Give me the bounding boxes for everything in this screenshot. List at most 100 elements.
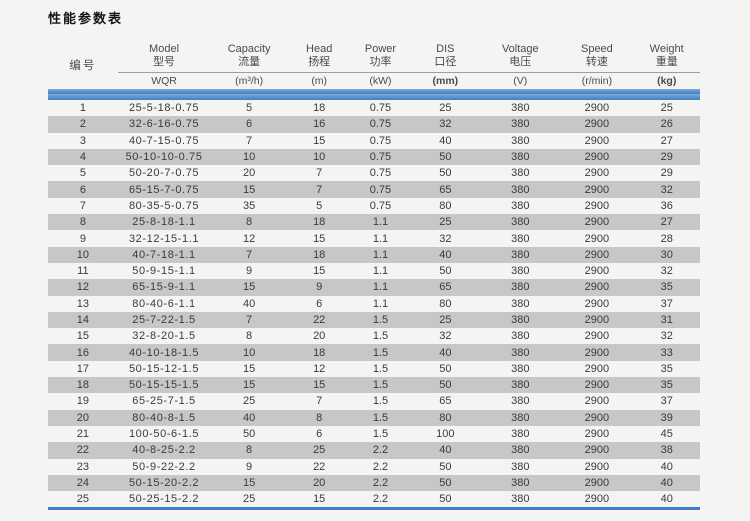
table-cell-dis: 65	[410, 181, 481, 198]
table-cell-model: 32-6-16-0.75	[117, 116, 211, 133]
table-cell-capacity: 8	[210, 214, 288, 231]
table-cell-head: 15	[313, 232, 326, 245]
table-cell-dis: 80	[439, 199, 452, 212]
table-cell-capacity: 7	[210, 246, 288, 263]
table-cell-no: 5	[79, 167, 86, 180]
table-cell-capacity: 9	[246, 265, 253, 278]
table-cell-capacity: 15	[242, 362, 256, 375]
table-row: 13 80-40-6-1.1 40 6 1.1 80 380 2900 37	[48, 296, 700, 312]
table-cell-power: 1.5	[350, 377, 411, 394]
table-row: 24 50-15-20-2.2 15 20 2.2 50 380 2900 40	[48, 474, 700, 492]
table-cell-head: 10	[287, 148, 351, 166]
table-cell-speed: 2900	[560, 214, 634, 231]
table-row: 16 40-10-18-1.5 10 18 1.5 40 380 2900 33	[48, 344, 700, 361]
table-cell-dis: 65	[439, 395, 452, 408]
table-cell-model: 100-50-6-1.5	[128, 428, 200, 441]
table-cell-voltage: 380	[480, 474, 561, 492]
table-cell-capacity: 10	[210, 344, 288, 361]
table-row: 8 25-8-18-1.1 8 18 1.1 25 380 2900 27	[48, 214, 700, 231]
table-cell-dis: 65	[410, 279, 481, 296]
table-cell-speed: 2900	[584, 493, 610, 506]
table-cell-weight: 27	[633, 214, 700, 231]
table-cell-model: 50-25-15-2.2	[128, 493, 200, 506]
table-cell-voltage: 380	[511, 428, 530, 441]
table-cell-capacity: 15	[210, 181, 288, 198]
table-cell-voltage: 380	[480, 214, 561, 231]
table-cell-power: 1.1	[350, 279, 411, 296]
table-cell-voltage: 380	[480, 442, 561, 459]
table-cell-model: 25-5-18-0.75	[128, 102, 200, 115]
table-cell-weight: 35	[633, 279, 700, 296]
table-cell-power: 0.75	[350, 181, 411, 198]
table-cell-weight: 30	[633, 246, 700, 263]
table-cell-weight: 31	[633, 311, 700, 329]
table-cell-no: 18	[48, 377, 118, 394]
table-cell-model: 40-8-25-2.2	[117, 442, 211, 459]
table-cell-weight: 27	[660, 134, 673, 147]
table-cell-no: 20	[48, 409, 118, 426]
table-cell-weight: 32	[660, 330, 673, 343]
table-cell-head: 18	[287, 246, 351, 263]
table-cell-voltage: 380	[480, 279, 561, 296]
table-cell-dis: 50	[439, 167, 452, 180]
table-cell-voltage: 380	[480, 311, 561, 329]
table-cell-power: 1.5	[350, 409, 411, 426]
table-cell-head: 6	[316, 428, 323, 441]
table-cell-dis: 40	[410, 442, 481, 459]
table-cell-power: 1.5	[372, 428, 389, 441]
col-header-capacity: Capacity 流量	[210, 40, 288, 73]
table-cell-no: 15	[76, 330, 89, 343]
col-header-no: 编号	[69, 59, 97, 72]
table-cell-model: 50-15-12-1.5	[128, 362, 200, 375]
table-cell-weight: 39	[633, 409, 700, 426]
table-cell-speed: 2900	[560, 442, 634, 459]
table-cell-head: 9	[287, 279, 351, 296]
table-cell-capacity: 10	[210, 148, 288, 166]
table-cell-no: 23	[76, 460, 89, 473]
col-header-voltage: Voltage 电压	[480, 40, 561, 73]
bottom-accent-bar	[48, 507, 700, 511]
table-row: 15 32-8-20-1.5 8 20 1.5 32 380 2900 32	[48, 328, 700, 344]
table-cell-voltage: 380	[511, 265, 530, 278]
table-row: 2 32-6-16-0.75 6 16 0.75 32 380 2900 26	[48, 116, 700, 133]
table-cell-head: 7	[287, 181, 351, 198]
table-cell-model: 32-8-20-1.5	[132, 330, 196, 343]
table-cell-head: 18	[313, 102, 326, 115]
table-body: 1 25-5-18-0.75 5 18 0.75 25 380 2900 25 2 32-6-16-…	[48, 100, 700, 507]
table-cell-voltage: 380	[511, 460, 530, 473]
table-cell-dis: 25	[410, 214, 481, 231]
table-cell-dis: 32	[439, 330, 452, 343]
table-cell-no: 4	[48, 148, 118, 166]
table-cell-model: 50-9-22-2.2	[132, 460, 196, 473]
table-cell-head: 15	[313, 134, 326, 147]
table-cell-weight: 28	[660, 232, 673, 245]
table-cell-dis: 100	[436, 428, 455, 441]
table-row: 11 50-9-15-1.1 9 15 1.1 50 380 2900 32	[48, 263, 700, 279]
table-cell-power: 1.5	[350, 311, 411, 329]
table-cell-dis: 50	[439, 493, 452, 506]
table-cell-power: 2.2	[350, 442, 411, 459]
table-row: 22 40-8-25-2.2 8 25 2.2 40 380 2900 38	[48, 442, 700, 459]
table-cell-weight: 40	[660, 460, 673, 473]
table-cell-weight: 29	[633, 148, 700, 166]
table-cell-speed: 2900	[560, 311, 634, 329]
table-cell-dis: 25	[410, 311, 481, 329]
table-cell-voltage: 380	[511, 493, 530, 506]
table-cell-weight: 35	[633, 377, 700, 394]
table-row: 17 50-15-12-1.5 15 12 1.5 50 380 2900 35	[48, 361, 700, 377]
table-cell-dis: 50	[410, 377, 481, 394]
table-cell-power: 0.75	[350, 148, 411, 166]
table-row: 18 50-15-15-1.5 15 15 1.5 50 380 2900 35	[48, 377, 700, 394]
table-cell-weight: 37	[660, 297, 673, 310]
table-row: 3 40-7-15-0.75 7 15 0.75 40 380 2900 27	[48, 133, 700, 149]
table-cell-dis: 40	[410, 246, 481, 263]
table-cell-no: 6	[48, 181, 118, 198]
table-cell-no: 10	[48, 246, 118, 263]
table-row: 4 50-10-10-0.75 10 10 0.75 50 380 2900 29	[48, 148, 700, 166]
table-cell-voltage: 380	[511, 395, 530, 408]
table-cell-capacity: 25	[242, 493, 256, 506]
top-accent-bar	[48, 89, 700, 94]
table-cell-no: 19	[76, 395, 89, 408]
table-cell-voltage: 380	[480, 246, 561, 263]
col-header-weight: Weight 重量	[633, 40, 700, 73]
